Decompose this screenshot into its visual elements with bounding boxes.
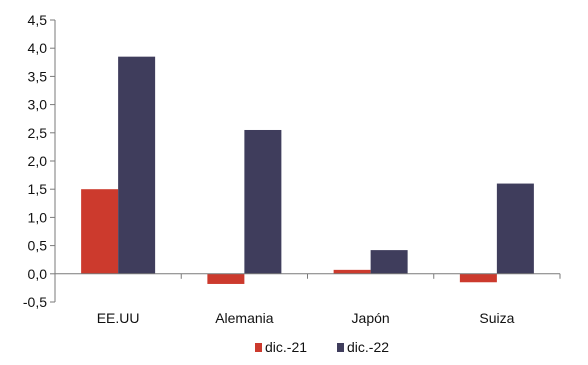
x-tick-label: Japón: [352, 310, 390, 326]
bar-dic-22-1: [244, 129, 282, 274]
y-tick-label: 3,5: [28, 68, 48, 84]
legend: dic.-21 dic.-22: [255, 339, 389, 355]
y-tick-label: 3,0: [28, 97, 48, 113]
x-tick-label: EE.UU: [97, 310, 140, 326]
x-tick-label: Alemania: [215, 310, 274, 326]
bar-dic-21-0: [81, 189, 119, 274]
bar-dic-22-2: [370, 250, 408, 274]
y-axis: 4,5 4,0 3,5 3,0 2,5 2,0 1,5 1,0 0,5 0,0 -0,5: [23, 12, 55, 310]
y-tick-label: 2,5: [28, 125, 48, 141]
y-tick-label: 1,0: [28, 209, 48, 225]
bar-dic-22-0: [118, 56, 156, 274]
y-tick-label: 1,5: [28, 181, 48, 197]
y-tick-label: 0,5: [28, 238, 48, 254]
legend-swatch: [255, 343, 262, 352]
bar-dic-21-3: [459, 273, 497, 283]
y-tick-label: 2,0: [28, 153, 48, 169]
x-axis: EE.UU Alemania Japón Suiza: [54, 273, 561, 326]
bar-dic-21-1: [207, 273, 245, 284]
bar-dic-22-3: [496, 183, 534, 274]
legend-swatch: [337, 343, 344, 352]
legend-label: dic.-22: [347, 339, 389, 355]
y-tick-label: 4,5: [28, 12, 48, 28]
y-tick-label: 0,0: [28, 266, 48, 282]
legend-label: dic.-21: [265, 339, 307, 355]
y-tick-label: 4,0: [28, 40, 48, 56]
bar-dic-21-2: [333, 269, 371, 274]
y-tick-label: -0,5: [23, 294, 47, 310]
x-tick-label: Suiza: [479, 310, 514, 326]
bars-group: [81, 56, 534, 284]
